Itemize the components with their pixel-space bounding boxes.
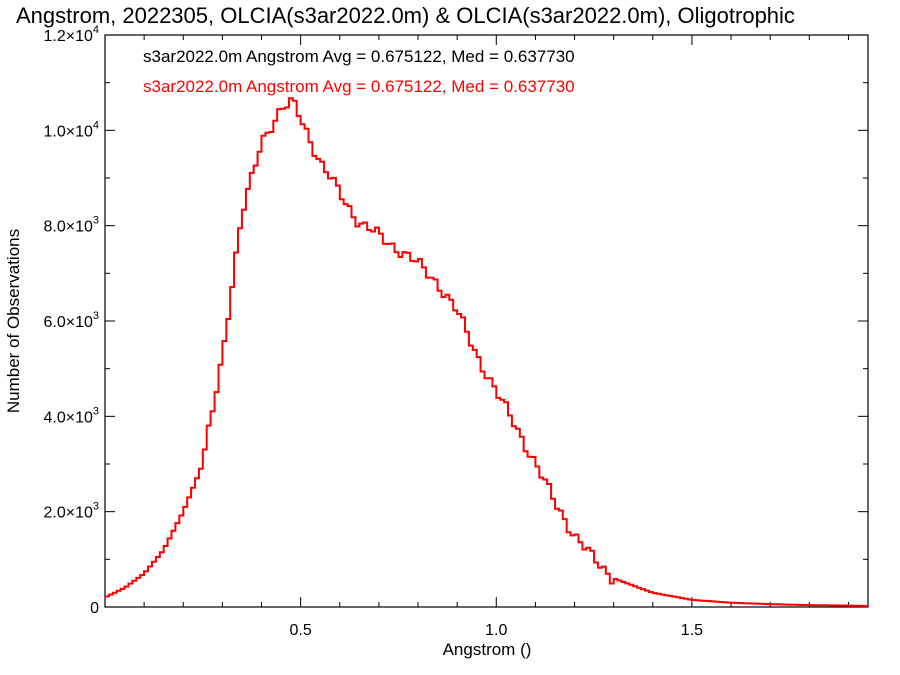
chart-title: Angstrom, 2022305, OLCIA(s3ar2022.0m) & … <box>16 3 795 28</box>
y-tick-label: 6.0×103 <box>43 310 99 331</box>
y-tick-mantissa: 4.0×10 <box>43 409 92 426</box>
series-line-red <box>105 97 868 607</box>
y-tick-label: 1.0×104 <box>43 119 99 140</box>
y-tick-label: 0 <box>90 600 99 617</box>
y-tick-mantissa: 0 <box>90 600 99 617</box>
legend-entry-red: s3ar2022.0m Angstrom Avg = 0.675122, Med… <box>143 77 575 96</box>
y-tick-exponent: 3 <box>93 501 99 513</box>
y-tick-label: 1.2×104 <box>43 24 99 45</box>
x-axis-label: Angstrom () <box>443 640 532 659</box>
y-tick-mantissa: 1.0×10 <box>43 123 92 140</box>
y-tick-mantissa: 2.0×10 <box>43 505 92 522</box>
x-tick-label: 0.5 <box>290 622 312 639</box>
y-tick-exponent: 3 <box>93 310 99 322</box>
x-tick-label: 1.5 <box>681 622 703 639</box>
y-tick-mantissa: 1.2×10 <box>43 28 92 45</box>
legend-entry-black: s3ar2022.0m Angstrom Avg = 0.675122, Med… <box>143 47 575 66</box>
y-tick-exponent: 3 <box>93 405 99 417</box>
y-tick-exponent: 4 <box>93 119 99 131</box>
y-tick-exponent: 3 <box>93 215 99 227</box>
y-tick-label: 4.0×103 <box>43 405 99 426</box>
y-tick-label: 2.0×103 <box>43 501 99 522</box>
y-axis: 02.0×1034.0×1036.0×1038.0×1031.0×1041.2×… <box>43 24 868 617</box>
y-axis-label: Number of Observations <box>4 229 23 413</box>
plot-frame <box>104 34 869 608</box>
y-tick-label: 8.0×103 <box>43 215 99 236</box>
y-tick-mantissa: 6.0×10 <box>43 314 92 331</box>
series-line-black <box>105 97 868 607</box>
x-axis: 0.5 1.0 1.5 <box>143 35 849 639</box>
y-tick-mantissa: 8.0×10 <box>43 219 92 236</box>
series-group <box>105 97 868 607</box>
x-tick-label: 1.0 <box>485 622 507 639</box>
y-tick-exponent: 4 <box>93 24 99 36</box>
